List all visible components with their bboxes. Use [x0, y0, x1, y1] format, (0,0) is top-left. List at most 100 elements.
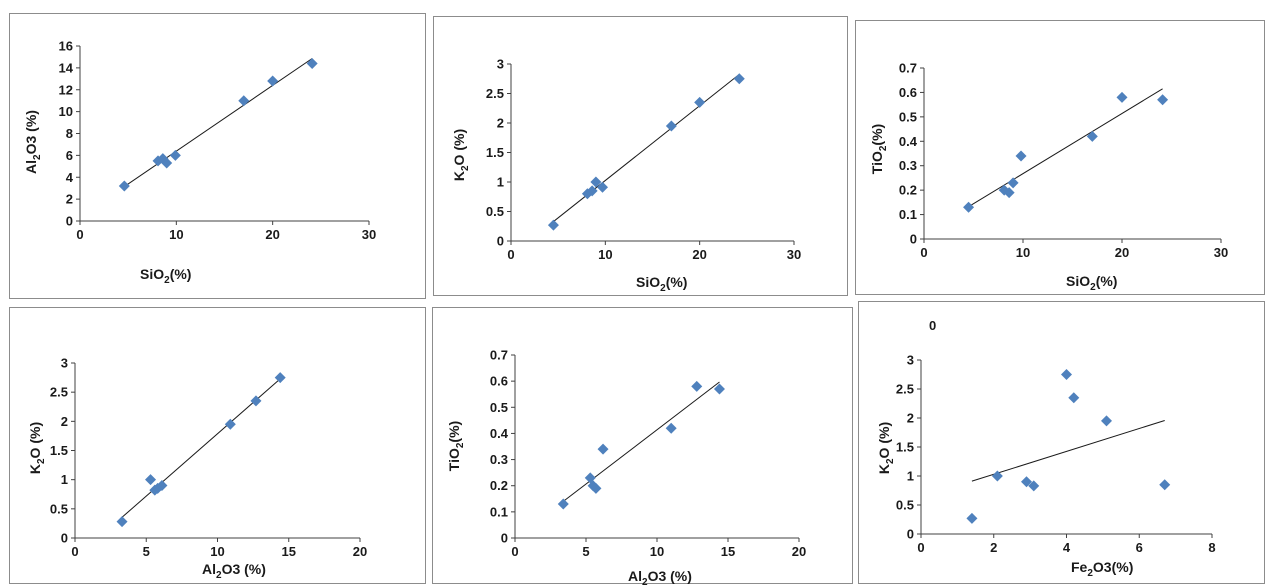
data-point — [267, 76, 278, 87]
x-axis-label: Fe2O3(%) — [1071, 559, 1133, 579]
label-part: (%) — [170, 266, 192, 282]
data-point — [1117, 92, 1128, 103]
x-tick-label: 20 — [1115, 245, 1129, 260]
y-tick-label: 16 — [59, 39, 73, 54]
x-tick-label: 6 — [1136, 540, 1143, 555]
x-tick-label: 30 — [1214, 245, 1228, 260]
chart-panel-k2o-vs-sio2: 0 0.5 1 1.5 2 2.5 3 0 10 20 30 SiO2(%) K2O (%) — [433, 16, 848, 296]
x-tick-label: 30 — [362, 227, 376, 242]
data-point — [1159, 479, 1170, 490]
chart-panel-k2o-vs-al2o3: 0 0.5 1 1.5 2 2.5 3 0 5 10 15 20 Al2O3 (%) K2O (%) — [9, 307, 426, 584]
label-part: SiO — [140, 266, 164, 282]
data-point — [666, 423, 677, 434]
label-part: Fe — [1071, 559, 1088, 575]
y-tick-label: 0.3 — [899, 158, 917, 173]
y-axis-label: K2O (%) — [451, 129, 471, 181]
data-point — [966, 513, 977, 524]
y-tick-label: 0.4 — [490, 426, 509, 441]
x-tick-label: 10 — [650, 544, 664, 559]
chart-panel-al2o3-vs-sio2: 0 2 4 6 8 10 12 14 16 0 10 20 30 SiO2(%) Al2O3 (%) — [9, 13, 426, 299]
data-point — [558, 499, 569, 510]
trendline — [124, 59, 312, 187]
y-tick-label: 2.5 — [50, 385, 68, 400]
x-tick-label: 15 — [721, 544, 735, 559]
label-part: (%) — [446, 421, 462, 443]
y-tick-label: 6 — [66, 148, 73, 163]
x-tick-label: 20 — [692, 247, 706, 262]
x-tick-label: 0 — [920, 245, 927, 260]
x-tick-label: 10 — [1016, 245, 1030, 260]
y-tick-label: 0 — [910, 232, 917, 247]
data-point — [666, 120, 677, 131]
x-tick-label: 0 — [76, 227, 83, 242]
x-axis-label: Al2O3 (%) — [202, 561, 266, 581]
label-part: K — [451, 171, 467, 181]
data-point — [1061, 369, 1072, 380]
y-tick-label: 0.7 — [899, 61, 917, 76]
data-point — [170, 150, 181, 161]
y-tick-label: 0 — [907, 527, 914, 542]
y-tick-label: 1.5 — [486, 145, 504, 160]
y-tick-label: 4 — [66, 170, 74, 185]
x-tick-label: 0 — [511, 544, 518, 559]
chart-panel-tio2-vs-al2o3: 0 0.1 0.2 0.3 0.4 0.5 0.6 0.7 0 5 10 15 20 Al2O3 (%) T… — [432, 307, 853, 584]
y-tick-label: 3 — [497, 57, 504, 72]
chart-panel-k2o-vs-fe2o3: 0 0.5 1 1.5 2 2.5 3 0 2 4 6 8 Fe2O3(%) K2O (%) 0 — [858, 301, 1265, 584]
x-tick-label: 30 — [787, 247, 801, 262]
label-part: Al — [23, 160, 39, 174]
x-axis-label: SiO2(%) — [636, 274, 687, 294]
data-point — [145, 474, 156, 485]
chart-svg: 00.10.20.30.40.50.60.70 10 20 30SiO2(%)TiO2… — [856, 21, 1265, 296]
x-tick-label: 0 — [507, 247, 514, 262]
label-part: K — [27, 464, 43, 474]
trendline — [563, 382, 719, 501]
y-tick-label: 14 — [59, 60, 74, 75]
x-tick-label: 15 — [282, 544, 296, 559]
x-axis-label: SiO2(%) — [1066, 273, 1117, 293]
label-part: Al — [202, 561, 216, 577]
y-tick-label: 0.1 — [490, 504, 508, 519]
data-point — [275, 372, 286, 383]
chart-svg: 00.511.522.530 10 20 30SiO2(%)K2O (%) — [434, 17, 849, 297]
panel-note: 0 — [929, 318, 936, 333]
data-point — [225, 419, 236, 430]
trendline — [972, 420, 1165, 481]
data-point — [598, 444, 609, 455]
chart-svg: 00.511.522.530 5 10 15 20Al2O3 (%)K2O (%) — [10, 308, 427, 585]
y-axis-label: TiO2(%) — [869, 124, 889, 174]
label-part: O (%) — [876, 422, 892, 459]
y-tick-label: 2 — [497, 116, 504, 131]
y-tick-label: 1 — [497, 175, 504, 190]
y-tick-label: 1.5 — [50, 443, 68, 458]
label-part: (%) — [1096, 273, 1118, 289]
x-tick-label: 0 — [917, 540, 924, 555]
y-tick-label: 0 — [497, 234, 504, 249]
chart-svg: 00.511.522.530 2 4 6 8Fe2O3(%)K2O (%)0 — [859, 302, 1265, 585]
y-tick-label: 1 — [61, 472, 68, 487]
trendline — [553, 74, 739, 221]
y-tick-label: 1.5 — [896, 440, 914, 455]
data-point — [117, 516, 128, 527]
label-part: O3 (%) — [23, 110, 39, 154]
data-point — [548, 220, 559, 231]
y-tick-label: 2 — [66, 192, 73, 207]
y-tick-label: 0.6 — [490, 374, 508, 389]
y-tick-label: 0.2 — [490, 478, 508, 493]
x-tick-label: 0 — [71, 544, 78, 559]
data-point — [1068, 392, 1079, 403]
label-part: (%) — [869, 124, 885, 146]
data-point — [1087, 131, 1098, 142]
y-tick-label: 0 — [66, 214, 73, 229]
x-tick-label: 20 — [353, 544, 367, 559]
y-tick-label: 2 — [61, 414, 68, 429]
y-tick-label: 0.5 — [50, 501, 68, 516]
y-tick-label: 0.5 — [490, 400, 508, 415]
x-tick-label: 10 — [210, 544, 224, 559]
y-axis-label: TiO2(%) — [446, 421, 466, 471]
label-part: TiO — [869, 151, 885, 174]
x-tick-label: 10 — [169, 227, 183, 242]
x-tick-label: 2 — [990, 540, 997, 555]
y-axis-label: K2O (%) — [876, 422, 896, 474]
data-point — [1157, 94, 1168, 105]
